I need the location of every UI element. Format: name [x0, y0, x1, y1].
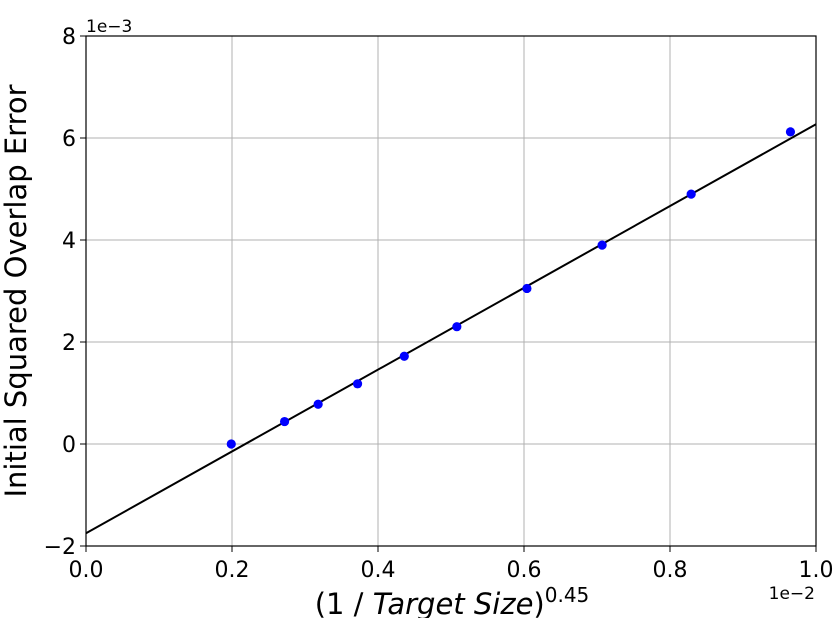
data-point — [452, 322, 462, 332]
x-tick-label: 0.6 — [507, 558, 542, 583]
y-offset-label: 1e−3 — [86, 17, 132, 37]
data-point — [785, 127, 796, 137]
data-point — [522, 283, 532, 294]
y-tick-label: 2 — [62, 331, 76, 356]
x-axis-title-prefix: (1 / — [315, 587, 373, 618]
x-axis-title-exponent: 0.45 — [545, 583, 590, 607]
y-tick-label: 0 — [62, 433, 76, 458]
y-tick-label: 8 — [62, 25, 76, 50]
y-axis-title: Initial Squared Overlap Error — [0, 84, 33, 497]
grid — [85, 35, 817, 547]
x-axis-title-italic: Target Size — [373, 587, 534, 618]
y-tick-label: 4 — [62, 229, 76, 254]
x-tick-label: 0.4 — [361, 558, 396, 583]
data-point — [686, 189, 696, 199]
data-point — [399, 351, 409, 361]
fit-line-group — [85, 123, 817, 535]
data-point — [313, 399, 323, 409]
y-tick-label: −2 — [44, 535, 76, 560]
y-tick-label: 6 — [62, 127, 76, 152]
data-point — [279, 416, 290, 427]
axis-ticks: 0.0 0.2 0.4 0.6 0.8 1.0 −2 0 2 4 6 8 — [44, 25, 834, 583]
fit-line — [85, 123, 817, 535]
data-point — [352, 379, 363, 389]
x-offset-label: 1e−2 — [769, 584, 815, 604]
x-tick-label: 0.0 — [69, 558, 104, 583]
x-axis-title-suffix: ) — [533, 587, 544, 618]
x-tick-label: 0.8 — [653, 558, 688, 583]
axes-frame — [85, 35, 817, 547]
scatter-points — [226, 127, 796, 449]
x-axis-title: (1 / Target Size)0.45 — [315, 583, 590, 618]
data-point — [597, 240, 607, 250]
data-point — [226, 439, 236, 449]
x-tick-label: 0.2 — [215, 558, 250, 583]
x-tick-label: 1.0 — [799, 558, 834, 583]
